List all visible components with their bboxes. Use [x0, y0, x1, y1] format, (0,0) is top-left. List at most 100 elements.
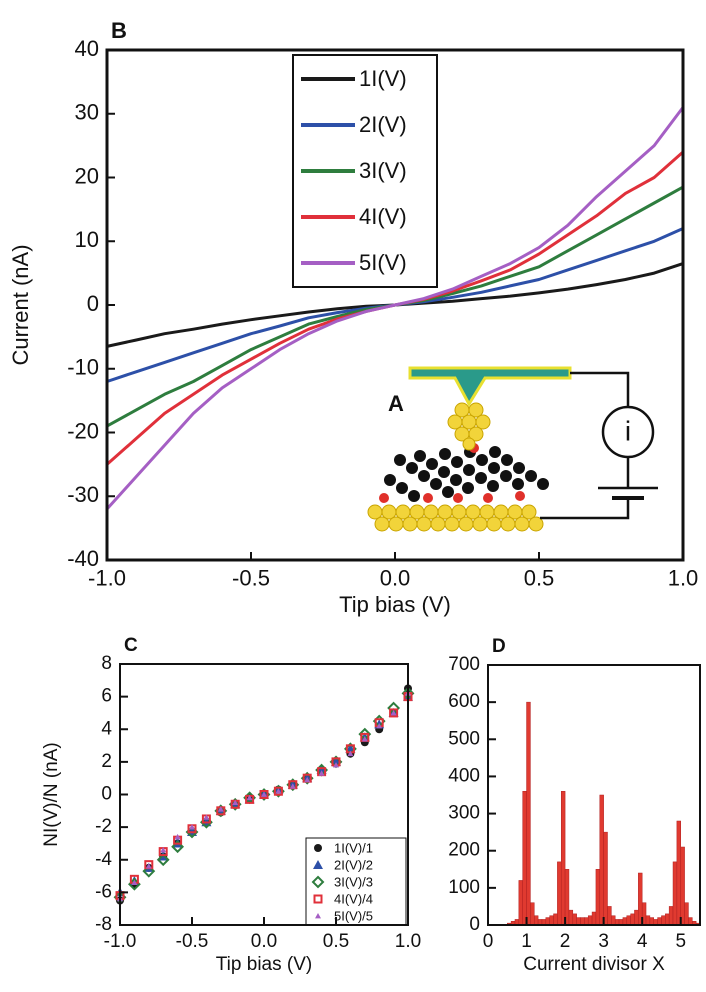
- data-point: [217, 806, 224, 812]
- data-point: [361, 736, 368, 742]
- data-point: [160, 846, 167, 853]
- legend-label: 4I(V): [359, 204, 407, 229]
- data-point: [333, 762, 339, 768]
- x-tick-label: 0.5: [323, 931, 349, 952]
- histogram-bar: [553, 913, 558, 926]
- data-point: [131, 879, 138, 885]
- histogram-bar: [630, 913, 635, 926]
- y-tick-label: 0: [87, 291, 99, 316]
- y-tick-label: 4: [101, 718, 112, 739]
- histogram-bar: [568, 909, 574, 926]
- x-tick-label: -0.5: [232, 566, 270, 591]
- histogram-bar: [526, 701, 531, 926]
- histogram-bar: [580, 917, 585, 926]
- plot-area: 1I(V)/1 2I(V)/2 3I(V)/3 4I(V)/4 5I(V)/5: [113, 684, 415, 926]
- histogram-bar: [591, 911, 597, 926]
- y-tick-label: -20: [67, 418, 99, 443]
- legend-label: 1I(V): [359, 66, 407, 91]
- data-point: [259, 790, 269, 799]
- histogram-bar: [560, 791, 566, 926]
- y-tick-label: 100: [448, 877, 480, 898]
- data-point: [171, 840, 185, 854]
- y-tick-label: 700: [448, 654, 480, 675]
- meter-label: i: [625, 415, 631, 446]
- histogram-bar: [626, 915, 631, 926]
- data-point: [390, 709, 397, 716]
- data-point: [142, 864, 156, 878]
- x-tick-label: -1.0: [88, 566, 126, 591]
- y-axis-label: Current (nA): [8, 244, 33, 365]
- y-tick-label: 2: [101, 751, 112, 772]
- tip-cluster: [447, 402, 491, 451]
- y-tick-label: -6: [95, 881, 112, 902]
- y-tick-label: 20: [75, 163, 99, 188]
- substrate: [367, 504, 544, 532]
- y-tick-label: 400: [448, 765, 480, 786]
- data-point: [376, 722, 383, 729]
- circuit: [540, 371, 658, 520]
- y-tick-label: 10: [75, 227, 99, 252]
- x-tick-label: 0.0: [251, 931, 277, 952]
- histogram-bar: [587, 915, 593, 926]
- panel-label: D: [492, 636, 506, 657]
- histogram-bar: [603, 831, 608, 926]
- data-point: [156, 853, 170, 867]
- x-axis-label: Tip bias (V): [339, 592, 451, 617]
- data-point: [304, 776, 311, 783]
- legend-label: 3I(V)/3: [334, 874, 373, 889]
- legend-marker: [311, 875, 325, 889]
- y-tick-label: 200: [448, 840, 480, 861]
- data-point: [389, 708, 399, 718]
- x-axis-label: Current divisor X: [523, 954, 665, 975]
- histogram-bar: [661, 915, 666, 926]
- x-tick-label: 0.5: [524, 566, 555, 591]
- y-tick-label: 300: [448, 803, 480, 824]
- inset-label: A: [388, 391, 404, 416]
- histogram-bar: [584, 917, 589, 926]
- y-tick-label: 0: [469, 914, 480, 935]
- histogram-bar: [595, 869, 601, 926]
- histogram-bar: [611, 915, 616, 926]
- histogram-bar: [530, 902, 535, 926]
- x-tick-label: 1.0: [395, 931, 421, 952]
- molecules: [384, 446, 549, 502]
- histogram-bar: [684, 902, 689, 926]
- histogram-bar: [622, 917, 628, 926]
- y-tick-label: 6: [101, 686, 112, 707]
- histogram-bar: [649, 917, 654, 926]
- data-point: [275, 788, 282, 794]
- data-point: [289, 783, 296, 789]
- histogram-bar: [518, 880, 523, 926]
- histogram-bar: [668, 906, 674, 926]
- legend-label: 2I(V)/2: [334, 857, 373, 872]
- histogram-bar: [545, 917, 550, 926]
- y-tick-label: -40: [67, 546, 99, 571]
- x-tick-label: 1: [521, 931, 532, 952]
- histogram-bar: [607, 906, 612, 926]
- panel-label: C: [124, 635, 138, 656]
- x-tick-label: 1.0: [668, 566, 699, 591]
- legend-marker: [314, 844, 322, 852]
- histogram-bar: [576, 917, 581, 926]
- y-tick-label: -10: [67, 355, 99, 380]
- legend-label: 5I(V): [359, 250, 407, 275]
- x-tick-label: -1.0: [104, 931, 137, 952]
- data-point: [145, 863, 152, 869]
- histogram-bar: [549, 915, 554, 926]
- y-tick-label: -30: [67, 482, 99, 507]
- y-tick-label: 40: [75, 36, 99, 61]
- plot-area: [507, 701, 701, 926]
- x-tick-label: 2: [560, 931, 571, 952]
- data-point: [189, 824, 195, 830]
- histogram-bar: [522, 791, 527, 926]
- legend-marker: [315, 913, 321, 919]
- data-point: [246, 794, 253, 801]
- x-tick-label: 3: [598, 931, 609, 952]
- histogram-bar: [564, 869, 570, 926]
- y-tick-label: 30: [75, 100, 99, 125]
- y-tick-label: -2: [95, 816, 112, 837]
- histogram-bar: [672, 861, 678, 926]
- inset-schematic: i A: [367, 366, 658, 532]
- histogram-bar: [645, 915, 651, 926]
